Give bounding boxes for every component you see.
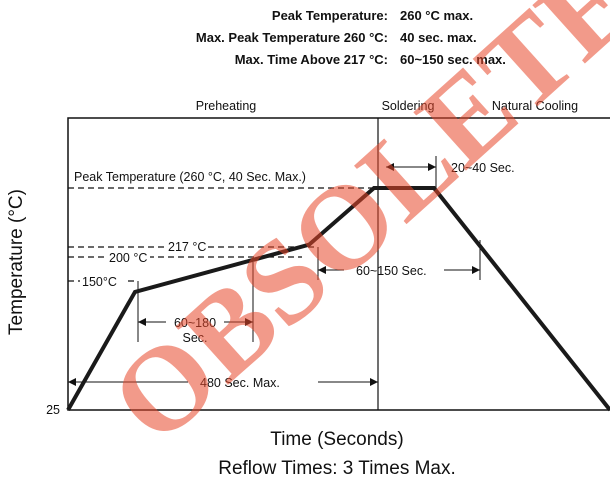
obsolete-watermark: OBSOLETE	[86, 0, 610, 468]
annotation-60-180-line2: Sec.	[182, 331, 207, 345]
header-maxpeak-value: 40 sec. max.	[400, 30, 477, 45]
annotation-20-40: 20~40 Sec.	[451, 161, 515, 175]
annotation-60-180-line1: 60~180	[174, 316, 216, 330]
header-maxpeak-label: Max. Peak Temperature 260 °C:	[196, 30, 388, 45]
footer-note: Reflow Times: 3 Times Max.	[218, 458, 456, 479]
ref-label-217-bg	[165, 240, 207, 254]
phase-cooling: Natural Cooling	[492, 99, 578, 113]
ref-label-217: 217 °C	[168, 240, 206, 254]
phase-preheating: Preheating	[196, 99, 257, 113]
profile-curve	[66, 186, 610, 412]
plot-frame	[67, 117, 610, 411]
phase-soldering: Soldering	[382, 99, 435, 113]
y-axis-label: Temperature (°C)	[6, 189, 27, 335]
ref-label-peak: Peak Temperature (260 °C, 40 Sec. Max.)	[74, 170, 306, 184]
ref-label-200: 200 °C	[109, 251, 147, 265]
y-tick-25: 25	[46, 403, 60, 417]
header-above-label: Max. Time Above 217 °C:	[235, 52, 388, 67]
ref-label-peak-bg	[72, 168, 334, 184]
annotation-60-150: 60~150 Sec.	[356, 264, 427, 278]
x-axis-label: Time (Seconds)	[270, 429, 403, 450]
header-above-value: 60~150 sec. max.	[400, 52, 506, 67]
header-peak-label: Peak Temperature:	[272, 8, 388, 23]
header-peak-value: 260 °C max.	[400, 8, 473, 23]
annotation-480: 480 Sec. Max.	[200, 376, 280, 390]
ref-label-150-bg	[80, 274, 124, 288]
ref-label-200-bg	[106, 250, 150, 264]
ref-label-150: 150°C	[82, 275, 117, 289]
